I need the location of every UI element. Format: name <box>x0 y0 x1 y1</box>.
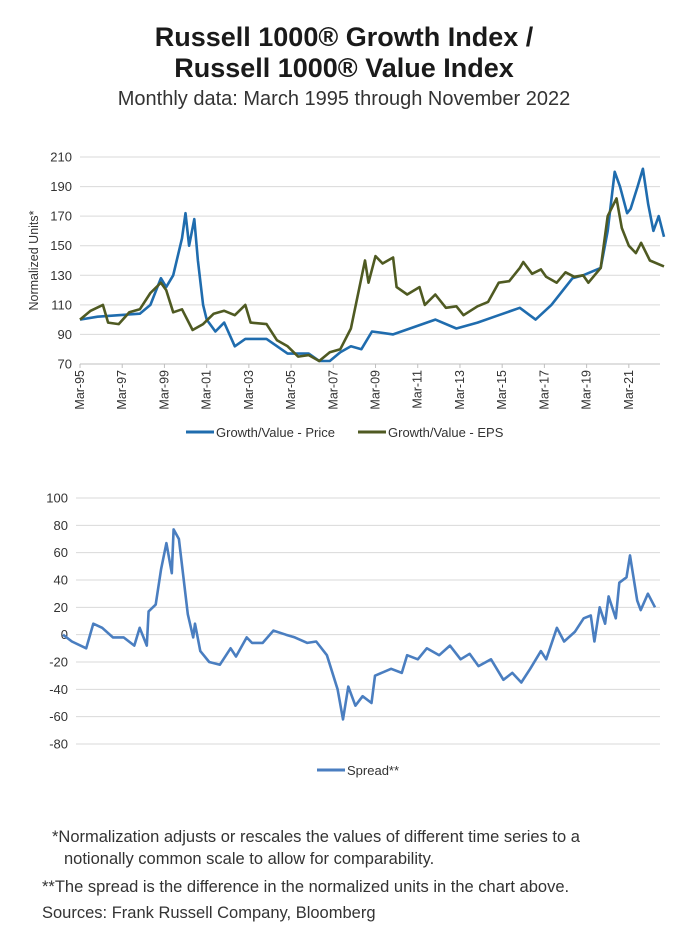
series-line-0 <box>79 167 666 363</box>
chart-subtitle: Monthly data: March 1995 through Novembe… <box>117 88 571 110</box>
footnote-normalization-cont: notionally common scale to allow for com… <box>64 850 435 868</box>
y-tick-label: 100 <box>46 491 68 506</box>
legend-label: Spread** <box>347 763 399 778</box>
y-tick-label: -40 <box>49 682 68 697</box>
series-line-1 <box>79 197 665 363</box>
y-tick-label: 20 <box>54 600 68 615</box>
x-tick-label: Mar-01 <box>200 370 214 410</box>
legend-label: Growth/Value - EPS <box>388 425 504 440</box>
footnote-normalization: *Normalization adjusts or rescales the v… <box>52 828 580 846</box>
x-tick-label: Mar-05 <box>284 370 298 410</box>
top-chart: 70 90 110 130 150 170 190 210 Mar-95 Mar-97 Mar-99… <box>27 150 666 440</box>
x-tick-label: Mar-07 <box>326 370 340 410</box>
y-tick-label: 130 <box>50 268 72 283</box>
y-tick-label: 80 <box>54 518 68 533</box>
y-tick-label: -60 <box>49 709 68 724</box>
chart-title-line2: Russell 1000® Value Index <box>174 53 514 83</box>
x-tick-label: Mar-03 <box>242 370 256 410</box>
y-tick-label: 190 <box>50 179 72 194</box>
x-tick-label: Mar-97 <box>115 370 129 410</box>
y-tick-label: 170 <box>50 209 72 224</box>
x-tick-label: Mar-95 <box>73 370 87 410</box>
sources: Sources: Frank Russell Company, Bloomber… <box>42 904 376 922</box>
y-tick-label: -20 <box>49 655 68 670</box>
series-line-0 <box>62 528 657 721</box>
y-axis-label: Normalized Units* <box>27 210 41 310</box>
x-tick-label: Mar-09 <box>369 370 383 410</box>
y-tick-label: 90 <box>58 327 72 342</box>
x-tick-label: Mar-17 <box>537 370 551 410</box>
x-tick-label: Mar-15 <box>495 370 509 410</box>
y-tick-label: 60 <box>54 545 68 560</box>
x-tick-label: Mar-99 <box>157 370 171 410</box>
y-tick-label: 150 <box>50 238 72 253</box>
y-tick-label: 110 <box>51 297 72 312</box>
chart-title-line1: Russell 1000® Growth Index / <box>154 22 534 52</box>
y-tick-label: 40 <box>54 573 68 588</box>
x-tick-label: Mar-13 <box>453 370 467 410</box>
y-tick-label: 210 <box>50 150 72 165</box>
y-tick-label: -80 <box>49 737 68 752</box>
x-tick-label: Mar-11 <box>411 370 425 409</box>
y-tick-label: 70 <box>58 357 72 372</box>
footnote-spread: **The spread is the difference in the no… <box>42 878 570 896</box>
legend-label: Growth/Value - Price <box>216 425 335 440</box>
x-tick-label: Mar-21 <box>622 370 636 410</box>
x-tick-label: Mar-19 <box>580 370 594 410</box>
